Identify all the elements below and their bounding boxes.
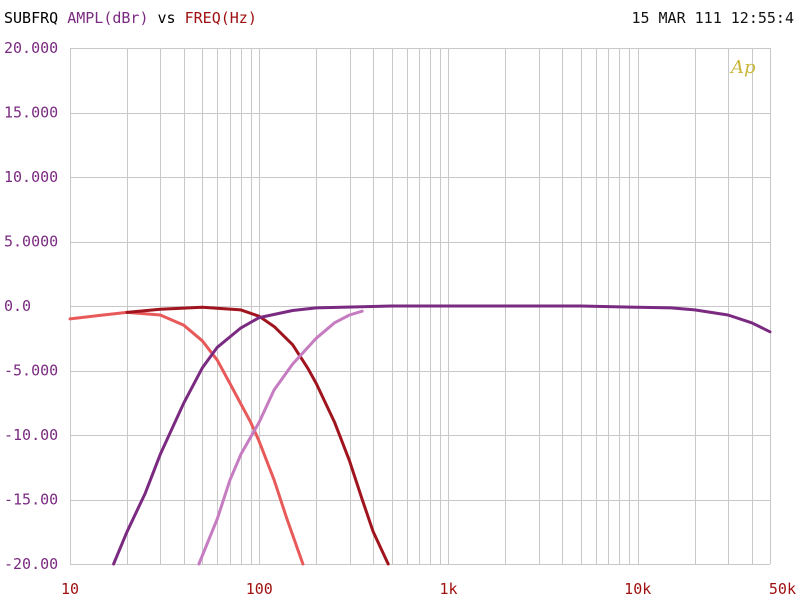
y-tick-label: 0.0: [4, 297, 31, 315]
timestamp: 15 MAR 111 12:55:4: [631, 9, 794, 27]
plot-title: SUBFRQ AMPL(dBr) vs FREQ(Hz): [4, 9, 257, 27]
y-tick-label: -15.00: [4, 491, 58, 509]
series-line-3: [112, 304, 772, 566]
x-tick-label: 50k: [769, 580, 796, 598]
x-tick-label: 10: [61, 580, 79, 598]
x-axis-ticks: 10 100 1k 10k 50k: [61, 580, 796, 598]
logo: Ap: [729, 57, 756, 78]
x-quantity: FREQ(Hz): [184, 9, 257, 27]
y-quantity: AMPL(dBr): [67, 9, 149, 27]
plot-header: SUBFRQ AMPL(dBr) vs FREQ(Hz) 15 MAR 111 …: [0, 0, 800, 36]
series-line-1: [68, 310, 305, 566]
x-tick-label: 1k: [439, 580, 457, 598]
y-tick-label: 10.000: [4, 168, 58, 186]
y-tick-label: -10.00: [4, 426, 58, 444]
series-lines: [68, 304, 772, 566]
series-line-4: [197, 309, 364, 566]
title-prefix: SUBFRQ: [4, 9, 59, 27]
x-tick-label: 100: [246, 580, 273, 598]
y-axis-ticks: 20.000 15.000 10.000 5.0000 0.0 -5.000 -10.00 -…: [4, 39, 58, 573]
y-tick-label: -5.000: [4, 362, 58, 380]
y-tick-label: 15.000: [4, 104, 58, 122]
y-tick-label: -20.00: [4, 555, 58, 573]
x-tick-label: 10k: [624, 580, 651, 598]
y-tick-label: 20.000: [4, 39, 58, 57]
title-vs: vs: [157, 9, 176, 27]
y-tick-label: 5.0000: [4, 233, 58, 251]
